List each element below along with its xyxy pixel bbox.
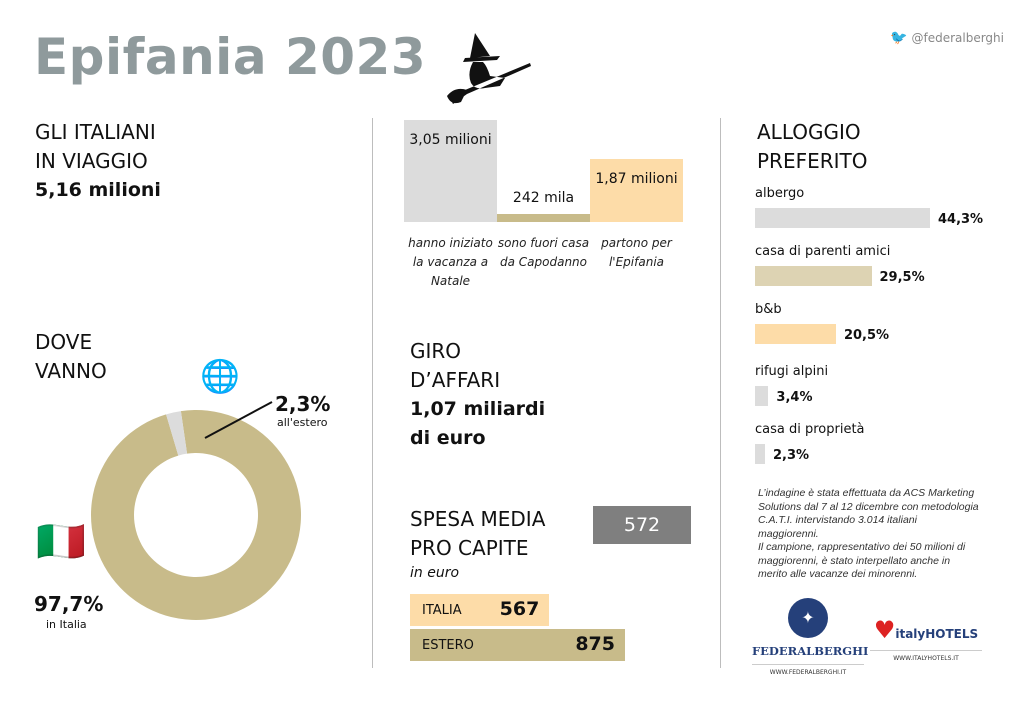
federalberghi-name: FEDERALBERGHI <box>752 644 869 658</box>
business-value-2: di euro <box>410 427 486 449</box>
spending-bar: ESTERO 875 <box>410 629 625 661</box>
divider <box>372 118 373 668</box>
note-line: maggiorenni. <box>758 527 819 540</box>
accommodation-pct: 29,5% <box>879 270 925 285</box>
note-line: C.A.T.I. intervistando 3.014 italiani <box>758 514 917 526</box>
note-line: Il campione, rappresentativo dei 50 mili… <box>758 541 966 553</box>
federalberghi-url: WWW.FEDERALBERGHI.IT <box>752 664 864 676</box>
accommodation-bar <box>755 324 836 344</box>
accommodation-label: b&b <box>755 302 782 317</box>
globe-icon: 🌐 <box>200 357 240 395</box>
divider <box>720 118 721 668</box>
business-heading-1: GIRO <box>410 339 462 363</box>
twitter-bird-icon: 🐦 <box>890 30 908 46</box>
accommodation-bar <box>755 444 765 464</box>
accommodation-bar <box>755 386 769 406</box>
travel-value: 5,16 milioni <box>35 179 161 201</box>
travel-heading-2: IN VIAGGIO <box>35 149 148 173</box>
spending-chart: ITALIA 567 ESTERO 875 <box>410 594 710 664</box>
spending-value-box: 572 <box>593 506 691 544</box>
holiday-category: hanno iniziato la vacanza a Natale <box>408 236 493 288</box>
accommodation-pct: 20,5% <box>843 328 890 343</box>
holiday-bar <box>497 213 590 222</box>
where-heading-1: DOVE <box>35 330 93 354</box>
holiday-bar-label: 242 mila <box>512 189 575 206</box>
accommodation-heading-2: PREFERITO <box>757 149 868 173</box>
holiday-bar <box>590 159 683 222</box>
italy-pct: 97,7% <box>34 592 104 616</box>
note-line: Solutions dal 7 al 12 dicembre con metod… <box>758 500 979 513</box>
leader-line <box>204 401 273 439</box>
accommodation-label: rifugi alpini <box>755 364 829 379</box>
accommodation-pct: 3,4% <box>776 390 813 405</box>
holiday-bar-label: 1,87 milioni <box>595 171 678 188</box>
holiday-bar-label: 3,05 milioni <box>409 132 492 148</box>
page-title: Epifania 2023 <box>34 28 427 86</box>
note-line: L’indagine è stata effettuata da ACS Mar… <box>758 487 975 499</box>
federalberghi-logo: ✦ FEDERALBERGHI WWW.FEDERALBERGHI.IT <box>752 598 869 676</box>
witch-icon <box>447 33 531 104</box>
travel-heading-1: GLI ITALIANI <box>35 120 156 144</box>
accommodation-label: casa di parenti amici <box>755 244 891 259</box>
accommodation-pct: 2,3% <box>773 448 810 463</box>
business-value-1: 1,07 miliardi <box>410 398 546 420</box>
italyhotels-logo: ♥italyHOTELS WWW.ITALYHOTELS.IT <box>870 616 982 662</box>
accommodation-heading-1: ALLOGGIO <box>757 120 861 144</box>
abroad-label: all'estero <box>277 416 328 429</box>
spending-heading-2: PRO CAPITE <box>410 536 529 560</box>
note-line: maggiorenni, è stato interpellato anche … <box>758 554 951 567</box>
italy-map-icon: 🇮🇹 <box>36 519 86 565</box>
twitter-handle: @federalberghi <box>911 31 1004 45</box>
spending-value: 875 <box>575 633 615 655</box>
donut-chart <box>91 401 302 620</box>
accommodation-pct: 44,3% <box>937 212 984 227</box>
donut-slice <box>91 410 302 620</box>
spending-unit: in euro <box>410 565 460 581</box>
holiday-chart: 3,05 milioni hanno iniziato la vacanza a … <box>404 120 684 310</box>
holiday-bar <box>404 120 497 222</box>
italy-label: in Italia <box>46 618 87 631</box>
holiday-category: sono fuori casa da Capodanno <box>497 236 590 269</box>
accommodation-label: casa di proprietà <box>755 422 865 437</box>
where-heading-2: VANNO <box>35 359 107 383</box>
spending-heading-1: SPESA MEDIA <box>410 507 546 531</box>
spending-category: ITALIA <box>422 603 462 618</box>
accommodation-chart: albergo 44,3% casa di parenti amici 29,5% b&… <box>755 186 995 476</box>
donut-slice <box>166 411 188 456</box>
italyhotels-name: italyHOTELS <box>895 627 979 641</box>
abroad-pct: 2,3% <box>275 392 331 416</box>
spending-value: 567 <box>499 598 540 620</box>
italyhotels-url: WWW.ITALYHOTELS.IT <box>870 650 982 662</box>
spending-bar: ITALIA 567 <box>410 594 550 626</box>
accommodation-bar <box>755 266 872 286</box>
note-line: merito alle vacanze dei minorenni. <box>758 568 918 580</box>
spending-category: ESTERO <box>422 638 474 653</box>
accommodation-label: albergo <box>755 186 805 201</box>
survey-note: L’indagine è stata effettuata da ACS Mar… <box>758 487 1020 582</box>
accommodation-bar <box>755 208 930 228</box>
holiday-category: partono per l'Epifania <box>601 236 672 269</box>
business-heading-2: D’AFFARI <box>410 368 501 392</box>
